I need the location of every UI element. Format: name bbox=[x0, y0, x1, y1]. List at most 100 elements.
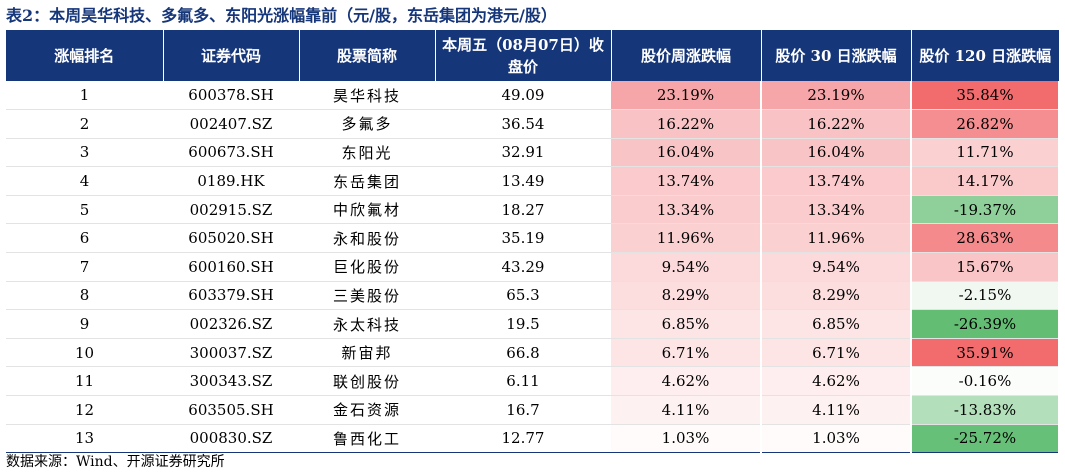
stock-name-cell: 中欣氟材 bbox=[299, 195, 435, 225]
table-row: 12 603505.SH 金石资源 16.7 4.11% 4.11% -13.83% bbox=[6, 395, 1060, 425]
week-change-cell: 16.22% bbox=[611, 109, 762, 139]
120d-change-cell: -19.37% bbox=[911, 195, 1060, 225]
close-price-cell: 66.8 bbox=[435, 338, 611, 368]
week-change-cell: 4.11% bbox=[611, 395, 762, 425]
table-row: 4 0189.HK 东岳集团 13.49 13.74% 13.74% 14.17% bbox=[6, 166, 1060, 196]
rank-cell: 10 bbox=[6, 338, 163, 368]
30d-change-cell: 23.19% bbox=[761, 81, 912, 111]
rank-cell: 11 bbox=[6, 366, 163, 397]
stock-name-cell: 多氟多 bbox=[299, 109, 435, 139]
stock-name-cell: 东岳集团 bbox=[299, 166, 435, 196]
30d-change-cell: 1.03% bbox=[761, 424, 912, 454]
120d-change-cell: 35.84% bbox=[911, 81, 1060, 111]
table-row: 13 000830.SZ 鲁西化工 12.77 1.03% 1.03% -25.72% bbox=[6, 424, 1060, 454]
code-cell: 0189.HK bbox=[163, 166, 299, 196]
stock-name-cell: 巨化股份 bbox=[299, 252, 435, 282]
week-change-cell: 11.96% bbox=[611, 223, 762, 254]
code-cell: 002915.SZ bbox=[163, 195, 299, 225]
week-change-cell: 23.19% bbox=[611, 81, 762, 111]
30d-change-cell: 8.29% bbox=[761, 281, 912, 311]
stock-name-cell: 昊华科技 bbox=[299, 81, 435, 111]
table-row: 9 002326.SZ 永太科技 19.5 6.85% 6.85% -26.39% bbox=[6, 309, 1060, 339]
rank-cell: 3 bbox=[6, 138, 163, 168]
code-cell: 603379.SH bbox=[163, 281, 299, 311]
stock-name-cell: 联创股份 bbox=[299, 366, 435, 397]
data-source-note: 数据来源：Wind、开源证券研究所 bbox=[6, 454, 225, 470]
rank-cell: 5 bbox=[6, 195, 163, 225]
code-cell: 300343.SZ bbox=[163, 366, 299, 397]
close-price-cell: 32.91 bbox=[435, 138, 611, 168]
30d-change-cell: 16.22% bbox=[761, 109, 912, 139]
close-price-cell: 13.49 bbox=[435, 166, 611, 196]
table-row: 1 600378.SH 昊华科技 49.09 23.19% 23.19% 35.84% bbox=[6, 81, 1060, 111]
code-cell: 000830.SZ bbox=[163, 424, 299, 454]
close-price-cell: 35.19 bbox=[435, 223, 611, 254]
30d-change-cell: 13.74% bbox=[761, 166, 912, 196]
header-close-price: 本周五（08月07日）收盘价 bbox=[435, 30, 612, 81]
week-change-cell: 9.54% bbox=[611, 252, 762, 282]
header-code: 证券代码 bbox=[163, 30, 300, 81]
close-price-cell: 16.7 bbox=[435, 395, 611, 425]
week-change-cell: 8.29% bbox=[611, 281, 762, 311]
stock-name-cell: 新宙邦 bbox=[299, 338, 435, 368]
rank-cell: 4 bbox=[6, 166, 163, 196]
code-cell: 300037.SZ bbox=[163, 338, 299, 368]
table-row: 6 605020.SH 永和股份 35.19 11.96% 11.96% 28.63% bbox=[6, 223, 1060, 254]
120d-change-cell: -13.83% bbox=[911, 395, 1060, 425]
rank-cell: 1 bbox=[6, 81, 163, 111]
close-price-cell: 12.77 bbox=[435, 424, 611, 454]
code-cell: 600160.SH bbox=[163, 252, 299, 282]
120d-change-cell: 15.67% bbox=[911, 252, 1060, 282]
code-cell: 603505.SH bbox=[163, 395, 299, 425]
120d-change-cell: 26.82% bbox=[911, 109, 1060, 139]
code-cell: 600378.SH bbox=[163, 81, 299, 111]
week-change-cell: 4.62% bbox=[611, 366, 762, 397]
close-price-cell: 6.11 bbox=[435, 366, 611, 397]
close-price-cell: 43.29 bbox=[435, 252, 611, 282]
code-cell: 002326.SZ bbox=[163, 309, 299, 339]
close-price-cell: 19.5 bbox=[435, 309, 611, 339]
table-row: 8 603379.SH 三美股份 65.3 8.29% 8.29% -2.15% bbox=[6, 281, 1060, 311]
code-cell: 002407.SZ bbox=[163, 109, 299, 139]
table-row: 5 002915.SZ 中欣氟材 18.27 13.34% 13.34% -19.37% bbox=[6, 195, 1060, 225]
30d-change-cell: 11.96% bbox=[761, 223, 912, 254]
30d-change-cell: 6.71% bbox=[761, 338, 912, 368]
header-120d-change: 股价 120 日涨跌幅 bbox=[911, 30, 1059, 81]
stock-gain-table: 涨幅排名 证券代码 股票简称 本周五（08月07日）收盘价 股价周涨跌幅 股价 … bbox=[6, 30, 1060, 454]
close-price-cell: 65.3 bbox=[435, 281, 611, 311]
close-price-cell: 49.09 bbox=[435, 81, 611, 111]
rank-cell: 8 bbox=[6, 281, 163, 311]
close-price-cell: 18.27 bbox=[435, 195, 611, 225]
stock-name-cell: 永太科技 bbox=[299, 309, 435, 339]
rank-cell: 12 bbox=[6, 395, 163, 425]
rank-cell: 6 bbox=[6, 223, 163, 254]
week-change-cell: 6.85% bbox=[611, 309, 762, 339]
120d-change-cell: 35.91% bbox=[911, 338, 1060, 368]
week-change-cell: 13.34% bbox=[611, 195, 762, 225]
header-name: 股票简称 bbox=[299, 30, 436, 81]
120d-change-cell: -0.16% bbox=[911, 366, 1060, 397]
stock-name-cell: 金石资源 bbox=[299, 395, 435, 425]
table-row: 3 600673.SH 东阳光 32.91 16.04% 16.04% 11.71% bbox=[6, 138, 1060, 168]
table-title: 表2：本周昊华科技、多氟多、东阳光涨幅靠前（元/股，东岳集团为港元/股） bbox=[6, 6, 557, 25]
table-body: 1 600378.SH 昊华科技 49.09 23.19% 23.19% 35.84% 2 00… bbox=[6, 81, 1060, 454]
120d-change-cell: 14.17% bbox=[911, 166, 1060, 196]
30d-change-cell: 4.11% bbox=[761, 395, 912, 425]
30d-change-cell: 16.04% bbox=[761, 138, 912, 168]
close-price-cell: 36.54 bbox=[435, 109, 611, 139]
table-row: 11 300343.SZ 联创股份 6.11 4.62% 4.62% -0.16% bbox=[6, 366, 1060, 397]
stock-name-cell: 三美股份 bbox=[299, 281, 435, 311]
stock-name-cell: 东阳光 bbox=[299, 138, 435, 168]
header-week-change: 股价周涨跌幅 bbox=[611, 30, 762, 81]
30d-change-cell: 6.85% bbox=[761, 309, 912, 339]
week-change-cell: 13.74% bbox=[611, 166, 762, 196]
rank-cell: 2 bbox=[6, 109, 163, 139]
stock-name-cell: 永和股份 bbox=[299, 223, 435, 254]
120d-change-cell: -25.72% bbox=[911, 424, 1060, 454]
30d-change-cell: 4.62% bbox=[761, 366, 912, 397]
30d-change-cell: 9.54% bbox=[761, 252, 912, 282]
week-change-cell: 6.71% bbox=[611, 338, 762, 368]
rank-cell: 13 bbox=[6, 424, 163, 454]
stock-name-cell: 鲁西化工 bbox=[299, 424, 435, 454]
120d-change-cell: -26.39% bbox=[911, 309, 1060, 339]
